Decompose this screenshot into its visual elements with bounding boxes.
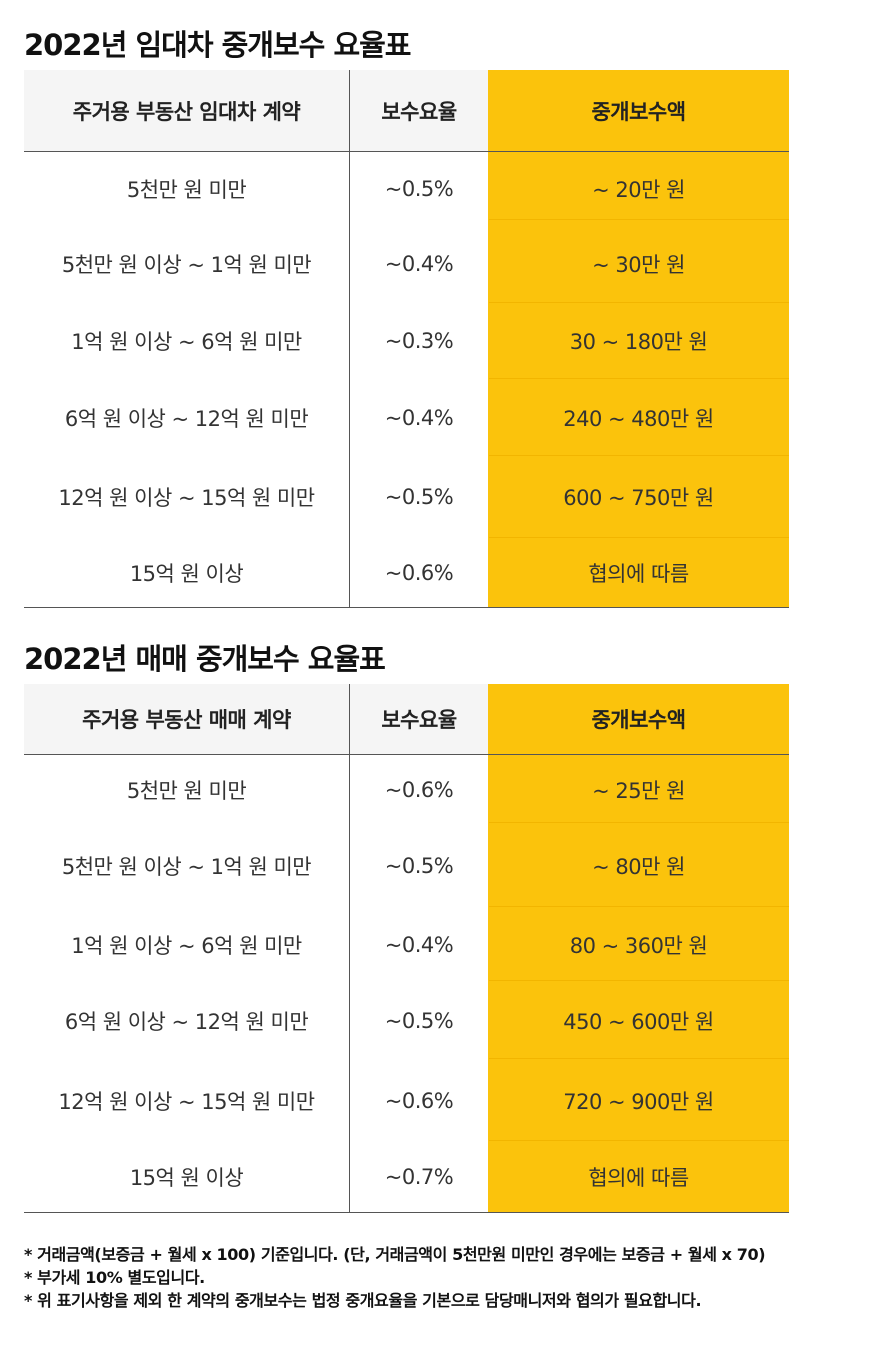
table-row: 5천만 원 미만 ~0.6% ~ 25만 원 [24, 755, 789, 825]
row-fee: ~ 30만 원 [488, 225, 789, 303]
table-row: 12억 원 이상 ~ 15억 원 미만 ~0.5% 600 ~ 750만 원 [24, 456, 789, 538]
header-contract-type: 주거용 부동산 매매 계약 [24, 684, 350, 754]
row-fee: 30 ~ 180만 원 [488, 303, 789, 379]
divider [489, 537, 789, 538]
divider [489, 1058, 789, 1059]
row-rate: ~0.5% [384, 485, 454, 509]
row-fee: 450 ~ 600만 원 [488, 982, 789, 1060]
divider [489, 455, 789, 456]
table-row: 1억 원 이상 ~ 6억 원 미만 ~0.3% 30 ~ 180만 원 [24, 303, 789, 379]
sale-fee-table: 주거용 부동산 매매 계약 보수요율 중개보수액 5천만 원 미만 ~0.6% … [24, 684, 789, 1214]
footnotes: * 거래금액(보증금 + 월세 x 100) 기준입니다. (단, 거래금액이 … [24, 1243, 766, 1312]
row-rate: ~0.4% [384, 932, 454, 957]
row-range: 5천만 원 미만 [24, 755, 350, 825]
divider [489, 302, 789, 303]
footnote: * 거래금액(보증금 + 월세 x 100) 기준입니다. (단, 거래금액이 … [24, 1245, 766, 1264]
row-range: 6억 원 이상 ~ 12억 원 미만 [24, 982, 350, 1060]
divider [489, 906, 789, 907]
table-row: 15억 원 이상 ~0.6% 협의에 따름 [24, 538, 789, 607]
header-fee: 중개보수액 [488, 70, 789, 151]
header-rate: 보수요율 [350, 684, 488, 754]
row-rate: ~0.6% [384, 1089, 454, 1113]
table-row: 6억 원 이상 ~ 12억 원 미만 ~0.4% 240 ~ 480만 원 [24, 379, 789, 456]
row-rate: ~0.5% [384, 176, 454, 201]
row-fee: 240 ~ 480만 원 [488, 379, 789, 456]
row-rate: ~0.5% [384, 1009, 454, 1033]
row-range: 15억 원 이상 [24, 538, 350, 607]
table-row: 12억 원 이상 ~ 15억 원 미만 ~0.6% 720 ~ 900만 원 [24, 1060, 789, 1142]
divider [489, 1140, 789, 1141]
table-row: 5천만 원 이상 ~ 1억 원 미만 ~0.5% ~ 80만 원 [24, 825, 789, 907]
divider [24, 607, 789, 608]
header-contract-type: 주거용 부동산 임대차 계약 [24, 70, 350, 151]
sale-table-title: 2022년 매매 중개보수 요율표 [24, 642, 386, 676]
header-rate: 보수요율 [350, 70, 488, 151]
divider [24, 754, 789, 755]
table-row: 6억 원 이상 ~ 12억 원 미만 ~0.5% 450 ~ 600만 원 [24, 982, 789, 1060]
divider [489, 980, 789, 981]
row-range: 5천만 원 이상 ~ 1억 원 미만 [24, 825, 350, 907]
footnote: * 위 표기사항을 제외 한 계약의 중개보수는 법정 중개요율을 기본으로 담… [24, 1291, 702, 1310]
table-row: 1억 원 이상 ~ 6억 원 미만 ~0.4% 80 ~ 360만 원 [24, 907, 789, 982]
footnote: * 부가세 10% 별도입니다. [24, 1268, 205, 1287]
row-rate: ~0.7% [384, 1165, 454, 1189]
row-fee: ~ 25만 원 [488, 755, 789, 825]
row-fee: ~ 20만 원 [488, 152, 789, 225]
table-row: 5천만 원 미만 ~0.5% ~ 20만 원 [24, 152, 789, 225]
header-fee: 중개보수액 [488, 684, 789, 754]
row-range: 15억 원 이상 [24, 1142, 350, 1212]
row-rate: ~0.4% [384, 252, 454, 276]
row-rate: ~0.4% [384, 405, 454, 430]
row-rate: ~0.5% [384, 854, 454, 878]
rent-fee-table: 주거용 부동산 임대차 계약 보수요율 중개보수액 5천만 원 미만 ~0.5%… [24, 70, 789, 608]
row-range: 1억 원 이상 ~ 6억 원 미만 [24, 907, 350, 982]
row-fee: ~ 80만 원 [488, 825, 789, 907]
rent-table-title: 2022년 임대차 중개보수 요율표 [24, 28, 411, 62]
row-range: 1억 원 이상 ~ 6억 원 미만 [24, 303, 350, 379]
row-fee: 720 ~ 900만 원 [488, 1060, 789, 1142]
row-range: 5천만 원 이상 ~ 1억 원 미만 [24, 225, 350, 303]
table-header-row: 주거용 부동산 매매 계약 보수요율 중개보수액 [24, 684, 789, 754]
row-fee: 600 ~ 750만 원 [488, 456, 789, 538]
table-row: 15억 원 이상 ~0.7% 협의에 따름 [24, 1142, 789, 1212]
row-range: 12억 원 이상 ~ 15억 원 미만 [24, 456, 350, 538]
table-header-row: 주거용 부동산 임대차 계약 보수요율 중개보수액 [24, 70, 789, 151]
divider [489, 378, 789, 379]
divider [489, 822, 789, 823]
divider [24, 151, 789, 152]
row-fee: 협의에 따름 [488, 538, 789, 607]
table-row: 5천만 원 이상 ~ 1억 원 미만 ~0.4% ~ 30만 원 [24, 225, 789, 303]
row-rate: ~0.3% [384, 329, 454, 353]
row-rate: ~0.6% [384, 560, 454, 585]
row-fee: 80 ~ 360만 원 [488, 907, 789, 982]
row-range: 5천만 원 미만 [24, 152, 350, 225]
divider [24, 1212, 789, 1213]
divider [489, 219, 789, 220]
row-range: 6억 원 이상 ~ 12억 원 미만 [24, 379, 350, 456]
row-range: 12억 원 이상 ~ 15억 원 미만 [24, 1060, 350, 1142]
row-fee: 협의에 따름 [488, 1142, 789, 1212]
row-rate: ~0.6% [384, 778, 454, 802]
